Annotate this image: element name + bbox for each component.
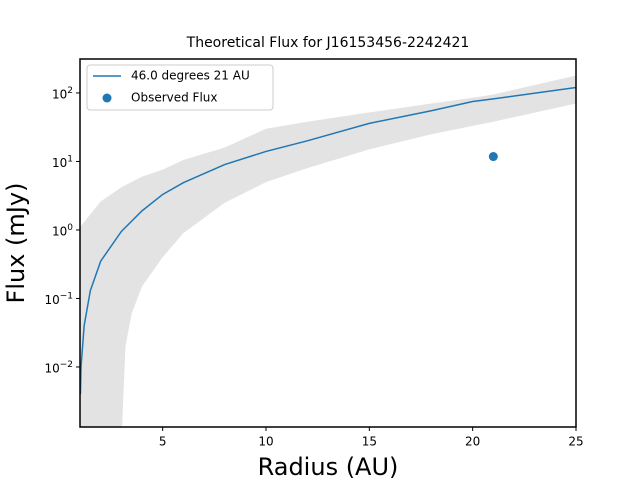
y-tick-label: 102 xyxy=(52,85,73,101)
y-axis-label: Flux (mJy) xyxy=(2,183,30,304)
line xyxy=(80,86,576,395)
legend-box xyxy=(86,64,274,111)
uncertainty-band xyxy=(80,75,576,427)
legend-label: Observed Flux xyxy=(131,91,218,105)
x-tick-label: 10 xyxy=(258,435,273,449)
legend-swatch xyxy=(102,93,112,103)
chart-title: Theoretical Flux for J16153456-2242421 xyxy=(186,35,470,51)
scatter-point xyxy=(488,152,498,162)
x-tick-label: 5 xyxy=(159,435,167,449)
x-tick-label: 15 xyxy=(362,435,377,449)
x-tick-label: 25 xyxy=(568,435,583,449)
axes-frame xyxy=(79,58,577,428)
y-tick-label: 10−1 xyxy=(44,291,73,307)
x-tick-label: 20 xyxy=(465,435,480,449)
x-axis-label: Radius (AU) xyxy=(258,453,399,480)
y-tick-label: 10−2 xyxy=(44,359,73,375)
y-tick-label: 101 xyxy=(52,154,73,170)
y-tick-label: 100 xyxy=(52,222,73,238)
legend-label: 46.0 degrees 21 AU xyxy=(131,69,250,83)
